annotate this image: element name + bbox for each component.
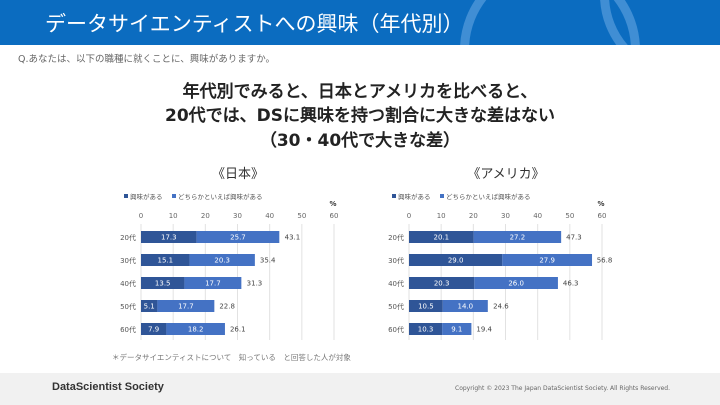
copyright: Copyright © 2023 The Japan DataScientist… (455, 385, 671, 392)
bar-segment (409, 231, 474, 243)
bar-segment (502, 254, 593, 266)
total-label: 26.1 (230, 326, 246, 334)
bar-value-label: 10.3 (418, 326, 434, 334)
headline-line-3: （30・40代で大きな差） (259, 131, 461, 151)
page-title: データサイエンティストへの興味（年代別） (45, 12, 464, 36)
decorative-circle (600, 0, 720, 45)
bar-value-label: 9.1 (451, 326, 462, 334)
category-label: 20代 (120, 233, 136, 242)
x-tick-label: 30 (233, 212, 242, 220)
bar-value-label: 15.1 (157, 257, 173, 265)
bar-value-label: 29.0 (448, 257, 464, 265)
total-label: 35.4 (260, 257, 276, 265)
bar-value-label: 5.1 (144, 303, 155, 311)
bar-segment (409, 323, 443, 335)
legend-label: 興味がある (130, 192, 163, 201)
x-tick-label: 0 (139, 212, 143, 220)
headline-line-2: 20代では、DSに興味を持つ割合に大きな差はない (164, 106, 555, 126)
bar-segment (196, 231, 280, 243)
x-tick-label: 60 (330, 212, 339, 220)
category-label: 30代 (388, 256, 404, 265)
x-tick-label: 50 (297, 212, 306, 220)
category-label: 40代 (388, 279, 404, 288)
unit-label: % (329, 200, 336, 208)
footnote: ＊データサイエンティストについて 知っている と回答した人が対象 (112, 353, 351, 362)
bar-segment (141, 300, 158, 312)
category-label: 60代 (120, 325, 136, 334)
x-tick-label: 50 (565, 212, 574, 220)
bar-segment (141, 231, 197, 243)
total-label: 47.3 (566, 234, 582, 242)
x-tick-label: 10 (437, 212, 446, 220)
bar-segment (473, 231, 562, 243)
bar-value-label: 20.3 (434, 280, 450, 288)
legend-swatch (124, 194, 128, 198)
bar-value-label: 18.2 (188, 326, 204, 334)
category-label: 50代 (120, 302, 136, 311)
bar-segment (184, 277, 242, 289)
x-tick-label: 60 (598, 212, 607, 220)
headline-line-1: 年代別でみると、日本とアメリカを比べると、 (182, 82, 538, 102)
x-tick-label: 0 (407, 212, 411, 220)
x-tick-label: 40 (265, 212, 274, 220)
footer: DataScientist Society Copyright © 2023 T… (0, 373, 720, 405)
bar-segment (409, 300, 443, 312)
total-label: 19.4 (476, 326, 492, 334)
x-tick-label: 20 (469, 212, 478, 220)
category-label: 40代 (120, 279, 136, 288)
total-label: 46.3 (563, 280, 579, 288)
category-label: 50代 (388, 302, 404, 311)
category-label: 20代 (388, 233, 404, 242)
bar-value-label: 17.7 (178, 303, 194, 311)
bar-segment (409, 254, 503, 266)
bar-segment (442, 323, 472, 335)
bar-value-label: 20.3 (214, 257, 230, 265)
brand-logo-text: DataScientist Society (52, 381, 164, 393)
header-banner: データサイエンティストへの興味（年代別） (0, 0, 720, 45)
bar-value-label: 17.3 (161, 234, 177, 242)
total-label: 43.1 (285, 234, 301, 242)
bar-value-label: 27.2 (510, 234, 526, 242)
chart-title-japan: 《日本》 (211, 167, 264, 182)
bar-segment (189, 254, 255, 266)
bar-value-label: 25.7 (230, 234, 246, 242)
bar-segment (442, 300, 488, 312)
x-tick-label: 20 (201, 212, 210, 220)
total-label: 31.3 (247, 280, 263, 288)
survey-question: Q.あなたは、以下の職種に就くことに、興味がありますか。 (18, 54, 276, 65)
category-label: 60代 (388, 325, 404, 334)
x-tick-label: 40 (533, 212, 542, 220)
bar-segment (141, 254, 190, 266)
bar-value-label: 20.1 (434, 234, 450, 242)
bar-segment (474, 277, 558, 289)
total-label: 56.8 (597, 257, 613, 265)
total-label: 24.6 (493, 303, 509, 311)
legend-swatch (392, 194, 396, 198)
bar-value-label: 13.5 (155, 280, 171, 288)
bar-segment (141, 323, 167, 335)
category-label: 30代 (120, 256, 136, 265)
legend-label: どちらかといえば興味がある (178, 192, 263, 201)
bar-value-label: 7.9 (148, 326, 159, 334)
chart-title-usa: 《アメリカ》 (467, 167, 545, 182)
bar-segment (157, 300, 215, 312)
bar-value-label: 14.0 (457, 303, 473, 311)
bar-segment (409, 277, 475, 289)
legend-label: どちらかといえば興味がある (446, 192, 531, 201)
bar-segment (141, 277, 185, 289)
bar-value-label: 26.0 (508, 280, 524, 288)
legend-label: 興味がある (398, 192, 431, 201)
total-label: 22.8 (219, 303, 235, 311)
x-tick-label: 10 (169, 212, 178, 220)
bar-value-label: 10.5 (418, 303, 434, 311)
bar-value-label: 27.9 (539, 257, 555, 265)
unit-label: % (597, 200, 604, 208)
legend-swatch (440, 194, 444, 198)
x-tick-label: 30 (501, 212, 510, 220)
legend-swatch (172, 194, 176, 198)
bar-segment (166, 323, 225, 335)
bar-value-label: 17.7 (205, 280, 221, 288)
